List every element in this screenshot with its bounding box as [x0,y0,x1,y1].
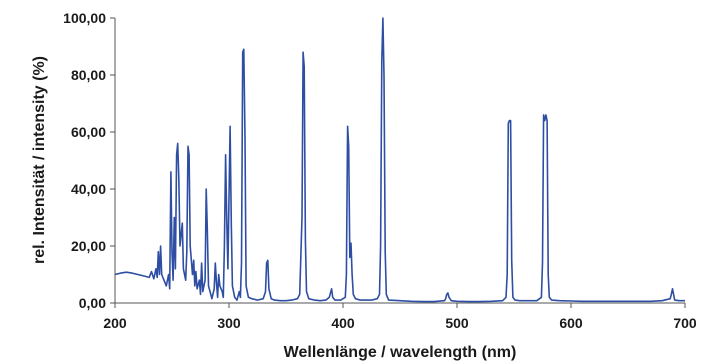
y-tick-label: 100,00 [63,10,106,26]
y-tick-label: 20,00 [71,238,106,254]
y-axis-ticks: 0,00 20,00 40,00 60,00 80,00 100,00 [63,10,115,311]
x-tick-label: 700 [673,315,697,331]
y-axis-title: rel. Intensität / intensity (%) [31,56,48,264]
x-tick-label: 500 [445,315,469,331]
x-tick-label: 400 [331,315,355,331]
x-tick-label: 600 [559,315,583,331]
x-tick-label: 300 [217,315,241,331]
y-tick-label: 0,00 [79,295,106,311]
y-tick-label: 80,00 [71,67,106,83]
x-axis-ticks: 200 300 400 500 600 700 [103,303,697,331]
y-tick-label: 60,00 [71,124,106,140]
x-tick-label: 200 [103,315,127,331]
spectrum-line [114,17,685,303]
y-tick-label: 40,00 [71,181,106,197]
x-axis-title: Wellenlänge / wavelength (nm) [284,344,517,361]
